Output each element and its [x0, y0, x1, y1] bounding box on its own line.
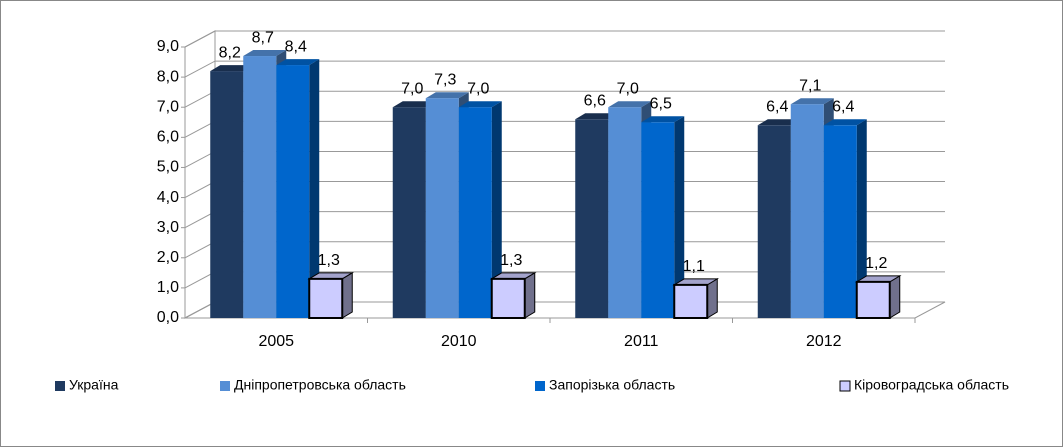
bar: [855, 280, 891, 320]
y-tick-label: 7,0: [157, 98, 179, 115]
bar-top: [790, 98, 834, 105]
grid-line: [184, 60, 945, 78]
bar-top: [425, 92, 469, 99]
grid-line: [184, 30, 945, 48]
y-tick-label: 3,0: [157, 219, 179, 236]
data-label: 6,4: [766, 99, 788, 116]
data-label: 7,0: [401, 80, 423, 97]
bar-top: [823, 119, 867, 126]
y-tick-label: 6,0: [157, 129, 179, 146]
legend-swatch: [535, 381, 545, 391]
bar-top: [458, 101, 502, 108]
data-label: 7,0: [467, 80, 489, 97]
bar: [490, 277, 526, 320]
x-tick-label: 2005: [258, 333, 294, 350]
bar: [823, 125, 857, 319]
bar-top: [243, 50, 287, 57]
bar: [425, 98, 459, 318]
bar-side: [309, 59, 320, 319]
y-tick-label: 5,0: [157, 159, 179, 176]
bar-side: [491, 101, 502, 318]
data-label: 7,0: [617, 80, 639, 97]
bar: [608, 107, 642, 318]
data-label: 8,4: [285, 38, 307, 55]
bar-side: [524, 271, 536, 319]
bar-side: [341, 271, 353, 319]
x-tick-label: 2011: [624, 333, 659, 350]
bar: [243, 56, 277, 319]
data-label: 6,5: [650, 95, 672, 112]
bar: [210, 71, 244, 318]
y-tick-label: 4,0: [157, 189, 179, 206]
legend-label: Кіровоградська область: [854, 377, 1009, 393]
legend-swatch: [220, 381, 230, 391]
bar: [458, 107, 492, 318]
data-label: 7,3: [434, 71, 456, 88]
bar: [757, 125, 791, 319]
data-label: 1,1: [683, 258, 705, 275]
bar: [641, 122, 675, 319]
bar-top: [757, 119, 801, 126]
bar: [790, 104, 824, 318]
y-tick-label: 8,0: [157, 68, 179, 85]
bar: [575, 119, 609, 319]
legend-label: Запорізька область: [549, 377, 675, 393]
y-tick-label: 9,0: [157, 38, 179, 55]
bar-side: [889, 274, 901, 319]
bar: [276, 65, 310, 318]
bar-side: [856, 119, 867, 319]
legend-swatch: [839, 380, 851, 392]
data-label: 7,1: [799, 77, 821, 94]
data-label: 6,4: [832, 99, 854, 116]
bar-top: [392, 101, 436, 108]
legend-label: Дніпропетровська область: [234, 377, 406, 393]
y-tick-label: 2,0: [157, 249, 179, 266]
data-label: 8,2: [219, 44, 241, 61]
bar-top: [210, 65, 254, 72]
bar-top: [608, 101, 652, 108]
data-label: 8,7: [252, 29, 274, 46]
x-tick-label: 2010: [441, 333, 477, 350]
data-label: 1,2: [865, 255, 887, 272]
y-tick-label: 0,0: [157, 309, 179, 326]
x-tick-label: 2012: [806, 333, 842, 350]
bar-top: [575, 113, 619, 120]
y-tick-label: 1,0: [157, 279, 179, 296]
legend-swatch: [55, 381, 65, 391]
bar: [392, 107, 426, 318]
data-label: 1,3: [500, 252, 522, 269]
bar: [308, 277, 344, 320]
legend-label: Україна: [69, 377, 119, 393]
bar-side: [706, 277, 718, 319]
data-label: 1,3: [318, 252, 340, 269]
bar-top: [276, 59, 320, 66]
bar: [673, 283, 709, 319]
data-label: 6,6: [584, 92, 606, 109]
bar-top: [641, 116, 685, 123]
bar-side: [674, 116, 685, 319]
